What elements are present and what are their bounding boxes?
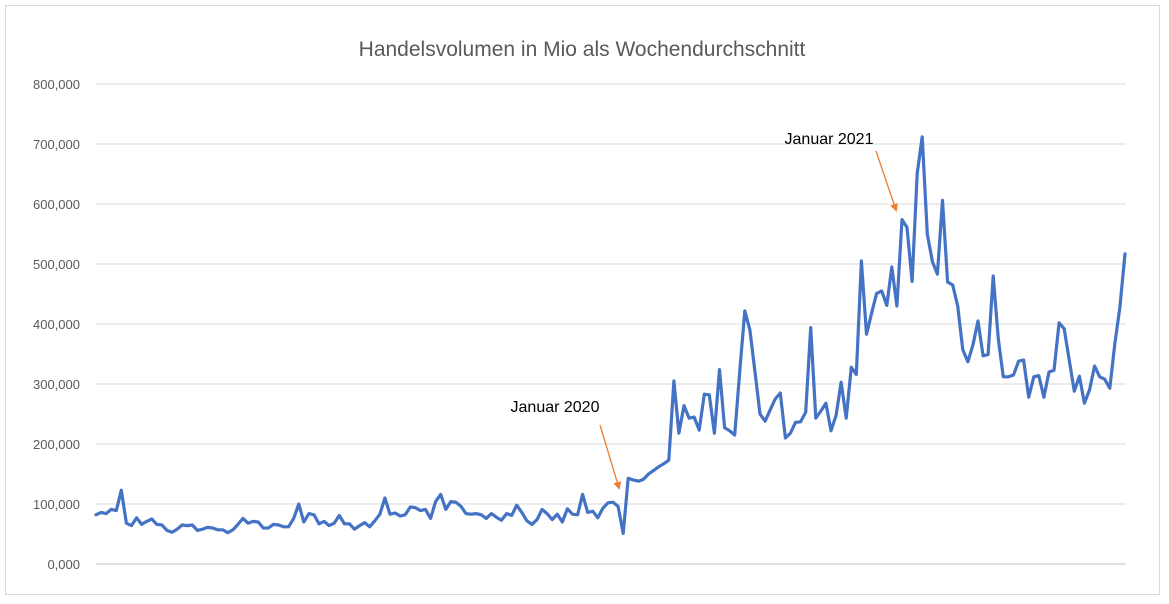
y-tick-label: 600,000 xyxy=(33,197,80,212)
y-tick-label: 700,000 xyxy=(33,137,80,152)
annotations: Januar 2020 Januar 2021 xyxy=(511,131,898,490)
y-tick-label: 800,000 xyxy=(33,77,80,92)
y-axis-tick-labels: 0,000 100,000 200,000 300,000 400,000 500,000… xyxy=(33,77,80,572)
series-layer xyxy=(94,135,1127,536)
chart-frame xyxy=(5,5,1160,595)
annotation-arrow xyxy=(599,424,622,490)
y-tick-label: 400,000 xyxy=(33,317,80,332)
y-tick-label: 0,000 xyxy=(47,557,80,572)
annotation-arrow xyxy=(875,150,898,212)
y-tick-label: 300,000 xyxy=(33,377,80,392)
y-tick-label: 500,000 xyxy=(33,257,80,272)
annotation-label: Januar 2021 xyxy=(785,131,874,148)
chart-title: Handelsvolumen in Mio als Wochendurchsch… xyxy=(359,38,806,61)
gridlines xyxy=(96,83,1126,565)
series-line xyxy=(94,135,1127,536)
annotation-label: Januar 2020 xyxy=(511,399,600,416)
y-tick-label: 200,000 xyxy=(33,437,80,452)
y-tick-label: 100,000 xyxy=(33,497,80,512)
